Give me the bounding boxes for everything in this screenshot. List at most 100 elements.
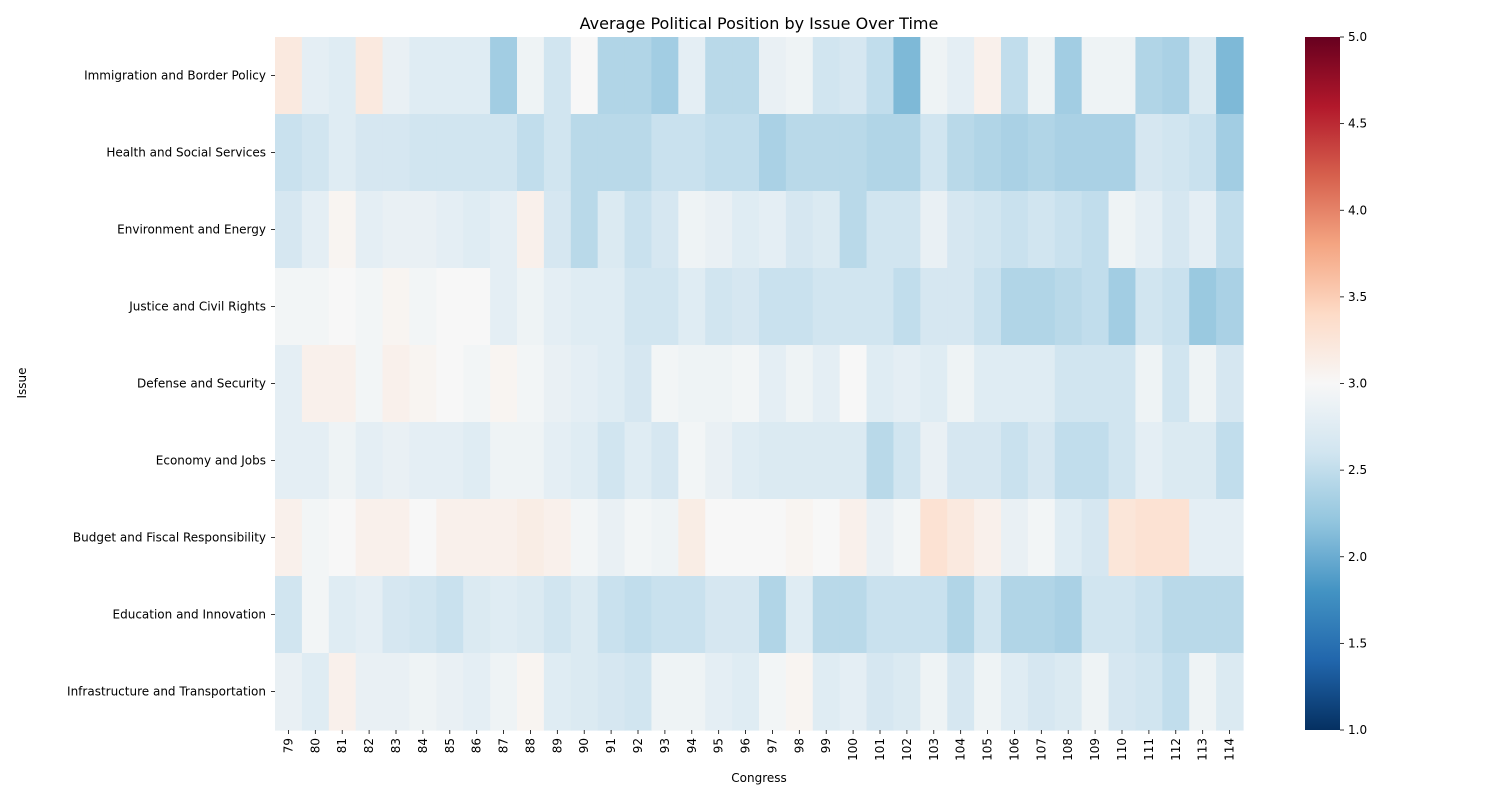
- heatmap-cell: [301, 499, 330, 577]
- heatmap-cell: [275, 37, 303, 115]
- heatmap-cell: [301, 37, 330, 115]
- x-axis-label: Congress: [731, 771, 787, 785]
- heatmap-cell: [920, 345, 948, 423]
- heatmap-cell: [570, 37, 599, 115]
- x-tick-label: 90: [577, 738, 591, 753]
- heatmap-cell: [1189, 114, 1217, 192]
- heatmap-cell: [328, 499, 357, 577]
- y-axis-label: Issue: [15, 367, 29, 398]
- heatmap-cell: [624, 499, 653, 577]
- x-tick-label: 94: [685, 738, 699, 753]
- x-tick-label: 114: [1223, 738, 1237, 761]
- heatmap-cell: [812, 191, 841, 269]
- heatmap-cell: [947, 422, 975, 500]
- heatmap-cell: [355, 499, 384, 577]
- heatmap-cell: [463, 114, 491, 192]
- heatmap-cell: [920, 191, 948, 269]
- heatmap-cell: [974, 37, 1002, 115]
- x-tick-label: 108: [1061, 738, 1075, 761]
- heatmap-cell: [812, 576, 841, 654]
- heatmap-cell: [436, 576, 464, 654]
- heatmap-cell: [1108, 268, 1137, 346]
- y-tick-label: Economy and Jobs: [156, 454, 266, 468]
- heatmap-cell: [624, 37, 653, 115]
- heatmap-cell: [436, 422, 464, 500]
- heatmap-cell: [1216, 422, 1244, 500]
- heatmap-cell: [1135, 653, 1163, 731]
- heatmap-cell: [1135, 37, 1163, 115]
- heatmap-cell: [893, 114, 921, 192]
- heatmap-cell: [463, 576, 491, 654]
- heatmap-cell: [382, 37, 411, 115]
- heatmap-cell: [301, 191, 330, 269]
- heatmap-cell: [678, 499, 706, 577]
- x-tick-label: 96: [739, 738, 753, 753]
- heatmap-cell: [785, 191, 814, 269]
- heatmap-cell: [974, 422, 1002, 500]
- heatmap-cell: [382, 422, 411, 500]
- heatmap-cell: [705, 653, 733, 731]
- heatmap-cell: [543, 268, 572, 346]
- heatmap-cell: [570, 268, 599, 346]
- heatmap-cell: [759, 576, 787, 654]
- colorbar-tick-label: 3.0: [1348, 377, 1367, 391]
- colorbar: [1305, 37, 1340, 730]
- heatmap-cell: [947, 653, 975, 731]
- heatmap-cell: [624, 191, 653, 269]
- heatmap-cell: [893, 191, 921, 269]
- heatmap-cell: [947, 499, 975, 577]
- heatmap-cell: [947, 114, 975, 192]
- x-tick-label: 93: [658, 738, 672, 753]
- heatmap-cell: [678, 422, 706, 500]
- heatmap-cell: [651, 191, 679, 269]
- heatmap-cell: [436, 345, 464, 423]
- heatmap-cell: [382, 268, 411, 346]
- heatmap-cell: [651, 576, 679, 654]
- heatmap-cell: [893, 345, 921, 423]
- heatmap-cell: [1189, 499, 1217, 577]
- heatmap-cell: [1054, 422, 1083, 500]
- heatmap-cell: [409, 499, 437, 577]
- heatmap-cell: [1027, 422, 1056, 500]
- heatmap-cell: [436, 653, 464, 731]
- heatmap-cell: [490, 499, 518, 577]
- heatmap-cell: [839, 268, 868, 346]
- heatmap-cell: [1162, 114, 1190, 192]
- heatmap-cell: [1054, 499, 1083, 577]
- heatmap-cell: [1216, 268, 1244, 346]
- heatmap-cell: [517, 576, 545, 654]
- heatmap-cell: [866, 576, 895, 654]
- heatmap-cell: [866, 422, 895, 500]
- heatmap-cell: [1081, 576, 1110, 654]
- heatmap-cell: [570, 653, 599, 731]
- heatmap-cell: [812, 499, 841, 577]
- heatmap-cell: [866, 114, 895, 192]
- heatmap-cell: [920, 576, 948, 654]
- heatmap-cell: [1108, 499, 1137, 577]
- heatmap-cell: [543, 576, 572, 654]
- heatmap-cell: [705, 345, 733, 423]
- heatmap-cell: [678, 268, 706, 346]
- heatmap-cell: [651, 422, 679, 500]
- heatmap-cell: [839, 576, 868, 654]
- x-tick-label: 98: [792, 738, 806, 753]
- colorbar-tick-label: 1.0: [1348, 723, 1367, 737]
- heatmap-cell: [328, 653, 357, 731]
- heatmap-cell: [597, 422, 626, 500]
- heatmap-cell: [974, 114, 1002, 192]
- heatmap-cell: [517, 345, 545, 423]
- heatmap-cell: [382, 576, 411, 654]
- heatmap-cell: [1162, 422, 1190, 500]
- heatmap-cell: [301, 576, 330, 654]
- heatmap-cell: [463, 653, 491, 731]
- heatmap-cell: [1027, 499, 1056, 577]
- heatmap-cell: [355, 576, 384, 654]
- colorbar-tick-label: 2.0: [1348, 550, 1367, 564]
- heatmap-cell: [1001, 37, 1029, 115]
- heatmap-cell: [1135, 191, 1163, 269]
- heatmap-cell: [1054, 653, 1083, 731]
- x-tick-label: 92: [631, 738, 645, 753]
- heatmap-cell: [355, 422, 384, 500]
- heatmap-cell: [1135, 268, 1163, 346]
- x-tick-label: 109: [1088, 738, 1102, 761]
